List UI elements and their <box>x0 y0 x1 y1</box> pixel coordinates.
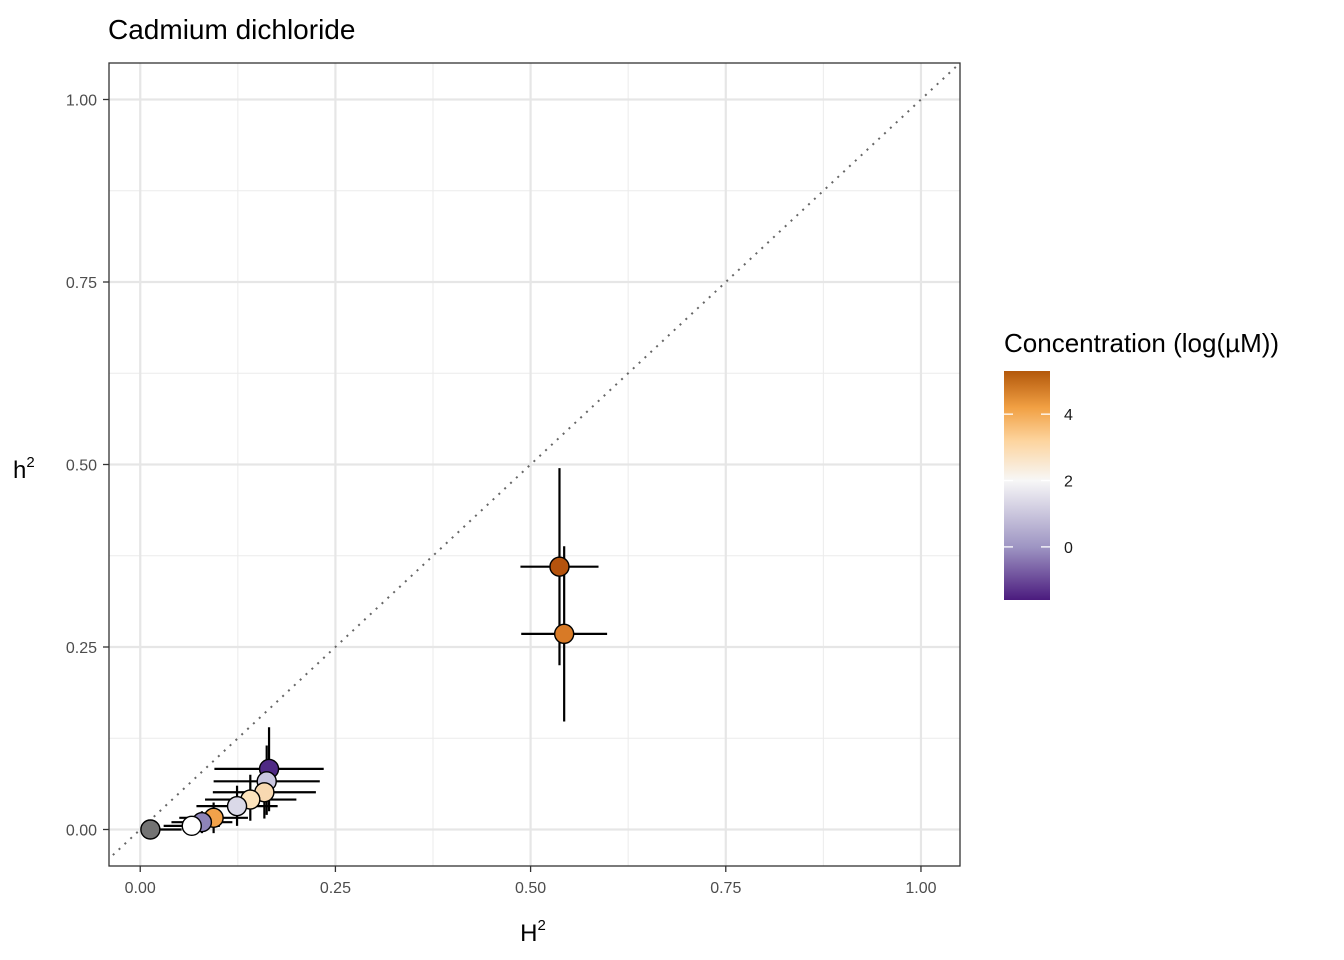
x-tick-label: 1.00 <box>905 880 936 897</box>
y-axis-title: h2 <box>13 454 35 484</box>
x-tick-label: 0.75 <box>710 880 741 897</box>
y-axis-title-base: h <box>13 457 26 484</box>
y-tick-label: 0.75 <box>66 275 97 292</box>
data-point <box>181 815 202 837</box>
x-tick-label: 0.25 <box>320 880 351 897</box>
y-tick-label: 1.00 <box>66 93 97 110</box>
grid-major <box>109 63 960 866</box>
y-tick-label: 0.25 <box>66 640 97 657</box>
data-point <box>140 819 161 840</box>
data-point <box>553 623 575 645</box>
x-axis-title: H2 <box>520 917 546 947</box>
x-tick-label: 0.00 <box>125 880 156 897</box>
legend-title: Concentration (log(µM)) <box>1004 328 1279 358</box>
y-tick-label: 0.00 <box>66 823 97 840</box>
legend-tick-label: 4 <box>1064 407 1073 424</box>
data-points <box>140 556 575 840</box>
x-axis: 0.00 0.25 0.50 0.75 1.00 <box>125 866 937 897</box>
legend-tick-label: 2 <box>1064 474 1073 491</box>
legend-colorbar <box>1004 371 1050 600</box>
y-tick-label: 0.50 <box>66 458 97 475</box>
chart-title: Cadmium dichloride <box>108 14 355 45</box>
x-tick-label: 0.50 <box>515 880 546 897</box>
x-axis-title-base: H <box>520 920 537 947</box>
x-axis-title-superscript: 2 <box>538 917 546 934</box>
y-axis: 0.00 0.25 0.50 0.75 1.00 <box>66 93 109 840</box>
data-point <box>549 556 570 577</box>
legend-ticks: 0 2 4 <box>1004 407 1073 557</box>
y-axis-title-superscript: 2 <box>26 454 34 471</box>
data-point <box>226 795 248 817</box>
legend-tick-label: 0 <box>1064 540 1073 557</box>
